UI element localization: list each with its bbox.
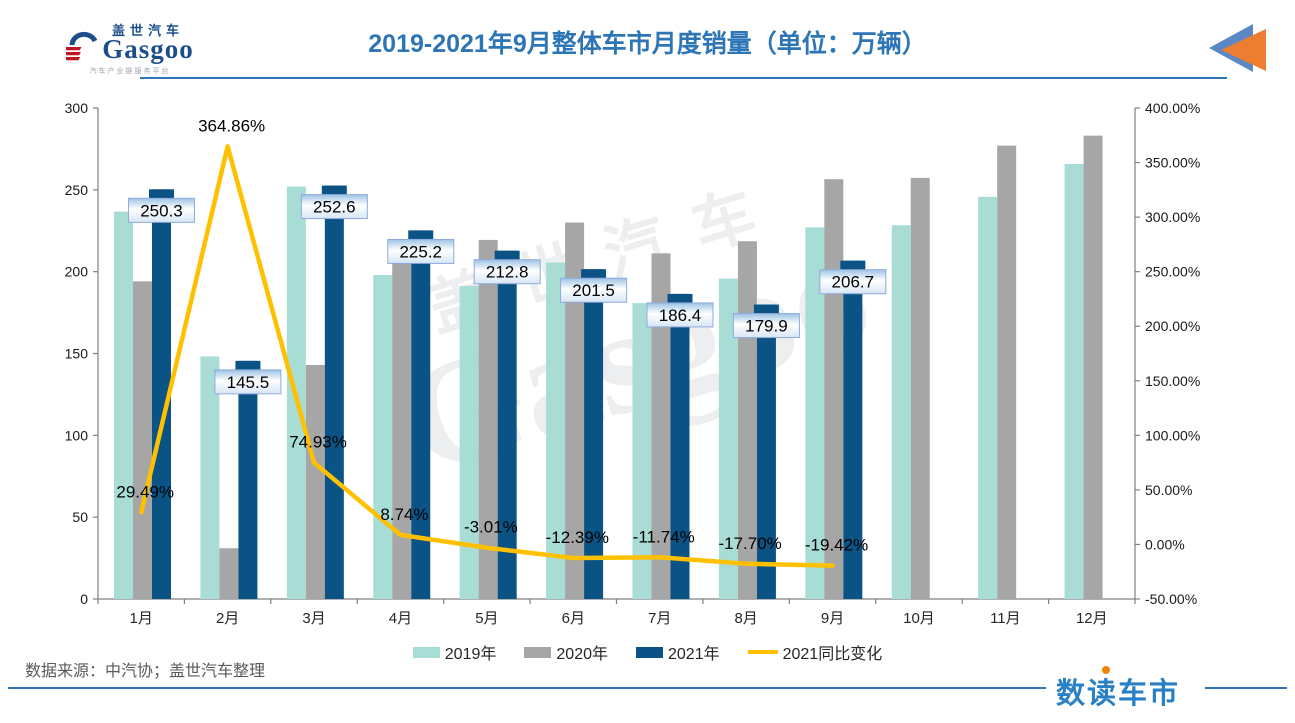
logo-brand-en: Gasgoo (102, 34, 194, 64)
bar-data-labels: 250.3 145.5 252.6 225.2 212.8 201.5 186.4 179.9… (128, 185, 887, 395)
legend-swatch-yoy-line (747, 650, 778, 654)
svg-text:8月: 8月 (734, 610, 757, 627)
svg-text:150: 150 (65, 346, 89, 362)
svg-text:300.00%: 300.00% (1145, 209, 1200, 225)
svg-text:212.8: 212.8 (486, 263, 529, 282)
svg-text:9月: 9月 (821, 610, 844, 627)
gasgoo-g-mark-icon (66, 31, 98, 61)
footer-rule-right (1205, 687, 1287, 689)
legend-label-2021: 2021年 (668, 646, 720, 663)
svg-text:50: 50 (72, 509, 88, 525)
svg-text:252.6: 252.6 (313, 198, 356, 217)
legend-label-yoy: 2021同比变化 (782, 646, 883, 663)
legend-swatch-2019 (412, 646, 440, 658)
svg-text:201.5: 201.5 (572, 281, 615, 300)
bars-2019年 (114, 163, 1084, 600)
svg-text:8.74%: 8.74% (380, 505, 428, 524)
svg-text:-50.00%: -50.00% (1145, 591, 1197, 607)
svg-text:50.00%: 50.00% (1145, 482, 1192, 498)
svg-text:-11.74%: -11.74% (633, 527, 695, 546)
svg-text:0: 0 (80, 591, 88, 607)
svg-text:3月: 3月 (302, 610, 325, 627)
svg-text:400.00%: 400.00% (1145, 100, 1200, 116)
legend-item-yoy: 2021同比变化 (747, 640, 883, 664)
legend-item-2021: 2021年 (636, 640, 720, 664)
svg-text:206.7: 206.7 (832, 273, 875, 292)
legend-swatch-2021 (636, 646, 663, 658)
svg-text:6月: 6月 (562, 610, 585, 627)
svg-text:5月: 5月 (475, 610, 498, 627)
svg-text:-12.39%: -12.39% (546, 528, 609, 547)
svg-text:1月: 1月 (130, 610, 153, 627)
svg-text:10月: 10月 (903, 610, 935, 627)
svg-text:0.00%: 0.00% (1145, 536, 1185, 552)
svg-text:-17.70%: -17.70% (718, 534, 781, 553)
svg-text:100.00%: 100.00% (1145, 427, 1200, 443)
svg-text:186.4: 186.4 (659, 306, 702, 325)
svg-text:179.9: 179.9 (745, 317, 788, 336)
line-point-labels: 29.49% 364.86% 74.93% 8.74% -3.01% -12.39% -11… (116, 116, 868, 554)
svg-text:12月: 12月 (1076, 610, 1108, 627)
svg-text:7月: 7月 (648, 610, 671, 627)
svg-text:4月: 4月 (389, 610, 412, 627)
legend-label-2019: 2019年 (444, 646, 497, 663)
gasgoo-logo: 盖世汽车 Gasgoo 汽车产业链服务平台 (30, 24, 230, 76)
corner-triangles-icon (1209, 24, 1266, 72)
svg-text:350.00%: 350.00% (1145, 155, 1200, 171)
svg-text:11月: 11月 (990, 610, 1021, 627)
chart-legend: 2019年 2020年 2021年 2021同比变化 (0, 640, 1295, 664)
svg-text:100: 100 (65, 427, 89, 443)
svg-text:364.86%: 364.86% (198, 116, 265, 135)
legend-swatch-2020 (524, 646, 552, 658)
svg-text:145.5: 145.5 (227, 373, 270, 392)
legend-item-2019: 2019年 (412, 640, 497, 664)
svg-text:200: 200 (65, 264, 89, 280)
svg-text:225.2: 225.2 (399, 242, 442, 261)
svg-text:250.3: 250.3 (140, 201, 183, 220)
svg-text:300: 300 (65, 100, 89, 116)
bars-2020年 (133, 135, 1103, 600)
footer-brand-dot-icon (1102, 666, 1110, 674)
logo-tagline: 汽车产业链服务平台 (89, 68, 171, 75)
footer-brand: 数读车市 (1056, 666, 1181, 712)
svg-text:29.49%: 29.49% (116, 482, 174, 501)
legend-item-2020: 2020年 (524, 640, 608, 664)
title-underline (140, 77, 1227, 79)
bars-2021年 (152, 185, 863, 599)
footer-brand-text: 数读车市 (1056, 678, 1181, 710)
logo-brand-cn: 盖世汽车 (111, 23, 184, 38)
svg-text:2月: 2月 (216, 610, 239, 627)
axes: 0 50 100 150 200 250 300 -50.00% 0.00% 50.00% 100.… (65, 100, 1201, 627)
footer-rule (8, 687, 1046, 689)
svg-text:250.00%: 250.00% (1145, 264, 1200, 280)
svg-text:-19.42%: -19.42% (805, 536, 868, 555)
svg-text:250: 250 (65, 182, 89, 198)
legend-label-2020: 2020年 (556, 646, 608, 663)
svg-text:200.00%: 200.00% (1145, 318, 1200, 334)
svg-text:-3.01%: -3.01% (464, 518, 518, 537)
svg-text:150.00%: 150.00% (1145, 373, 1200, 389)
data-source-note: 数据来源：中汽协；盖世汽车整理 (25, 663, 266, 680)
chart-title: 2019-2021年9月整体车市月度销量（单位：万辆） (368, 30, 927, 58)
svg-text:74.93%: 74.93% (289, 433, 347, 452)
